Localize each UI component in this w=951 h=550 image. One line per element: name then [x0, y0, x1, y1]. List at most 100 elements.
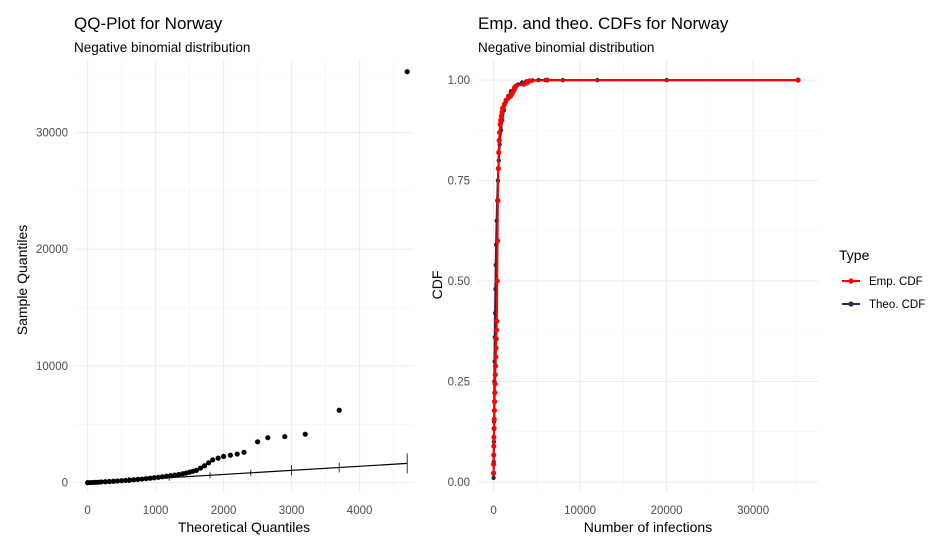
- emp-cdf-point: [494, 318, 500, 324]
- qq-point: [147, 475, 153, 481]
- emp-cdf-point: [491, 443, 497, 449]
- qq-y-tick-label: 20000: [36, 244, 68, 256]
- legend-entry: Emp. CDF: [842, 276, 923, 288]
- cdf-y-tick-label: 0.75: [448, 176, 470, 188]
- emp-cdf-point: [494, 278, 500, 284]
- emp-cdf-point: [513, 83, 519, 89]
- emp-cdf-point: [491, 461, 497, 467]
- qq-plot-x-tick-labels: 0 1000 2000 3000 4000: [84, 505, 372, 517]
- emp-cdf-point: [495, 165, 501, 172]
- qq-point: [176, 471, 182, 478]
- emp-cdf-point: [544, 77, 550, 83]
- qq-point: [163, 473, 170, 479]
- qq-x-tick-label: 0: [84, 505, 90, 517]
- qq-point: [98, 479, 104, 485]
- qq-y-tick-label: 0: [62, 478, 68, 490]
- qq-point: [197, 465, 204, 471]
- emp-cdf-line: [492, 79, 799, 474]
- cdf-y-tick-label: 0.00: [448, 477, 470, 489]
- emp-cdf-point: [492, 372, 498, 378]
- emp-cdf-point: [491, 407, 498, 414]
- emp-cdf-point: [795, 77, 801, 83]
- qq-point: [193, 467, 199, 473]
- qq-point: [110, 478, 117, 484]
- cdf-plot-x-tick-labels: 0 10000 20000 30000: [490, 505, 769, 517]
- qq-point: [123, 477, 129, 484]
- qq-point: [106, 478, 112, 485]
- legend-label: Emp. CDF: [869, 276, 923, 288]
- qq-plot-title: QQ-Plot for Norway: [74, 14, 223, 33]
- cdf-plot-y-axis-title: CDF: [429, 271, 445, 300]
- qq-point: [201, 463, 208, 469]
- qq-point: [135, 476, 141, 482]
- emp-cdf-point: [492, 381, 498, 387]
- qq-x-tick-label: 3000: [279, 505, 305, 517]
- cdf-y-tick-label: 0.50: [448, 276, 470, 288]
- emp-cdf-point: [493, 345, 499, 351]
- emp-cdf-point: [491, 452, 497, 458]
- legend-label: Theo. CDF: [869, 299, 925, 311]
- qq-point: [167, 473, 174, 479]
- qq-point: [119, 478, 125, 484]
- qq-plot-y-axis-title: Sample Quantiles: [14, 225, 30, 336]
- qq-point: [143, 476, 149, 482]
- qq-point: [282, 433, 288, 440]
- emp-cdf-point: [500, 105, 506, 111]
- cdf-plot-title: Emp. and theo. CDFs for Norway: [478, 14, 729, 33]
- qq-point: [255, 439, 261, 445]
- cdf-plot-x-axis-title: Number of infections: [584, 519, 712, 535]
- theo-cdf-series: [491, 77, 801, 481]
- qq-point: [206, 460, 212, 466]
- emp-cdf-point: [491, 434, 497, 440]
- emp-cdf-point: [497, 129, 503, 135]
- qq-point: [127, 477, 133, 483]
- qq-point: [241, 449, 247, 455]
- qq-y-tick-label: 10000: [36, 361, 68, 373]
- emp-cdf-point: [494, 238, 501, 244]
- qq-point: [131, 477, 137, 483]
- emp-cdf-point: [497, 121, 503, 127]
- emp-cdf-point: [491, 416, 497, 422]
- cdf-plot-grid: [478, 60, 818, 492]
- cdf-plot-subtitle: Negative binomial distribution: [478, 40, 654, 55]
- emp-cdf-series: [490, 77, 801, 476]
- theo-cdf-point: [491, 475, 496, 481]
- emp-cdf-point: [493, 354, 499, 360]
- legend-entries: Emp. CDF Theo. CDF: [842, 276, 925, 311]
- qq-plot-grid: [74, 60, 414, 492]
- qq-point: [102, 479, 108, 485]
- legend-key-point: [848, 278, 854, 284]
- cdf-plot-y-tick-labels: 0.00 0.25 0.50 0.75 1.00: [448, 75, 470, 489]
- emp-cdf-point: [491, 425, 497, 432]
- qq-point: [234, 451, 240, 457]
- cdf-x-tick-label: 30000: [737, 505, 769, 517]
- qq-point: [210, 457, 216, 463]
- qq-point: [302, 431, 308, 437]
- qq-plot-panel: QQ-Plot for Norway Negative binomial dis…: [14, 14, 414, 535]
- emp-cdf-point: [526, 78, 533, 84]
- qq-point: [172, 472, 178, 478]
- emp-cdf-point: [498, 117, 504, 123]
- cdf-y-tick-label: 0.25: [448, 376, 470, 388]
- emp-cdf-point: [492, 390, 498, 396]
- emp-cdf-point: [493, 327, 500, 333]
- qq-plot-y-tick-labels: 0 10000 20000 30000: [36, 127, 68, 489]
- cdf-plot-series: [490, 77, 801, 481]
- qq-point: [139, 476, 145, 482]
- qq-y-tick-label: 30000: [36, 127, 68, 139]
- qq-point: [265, 435, 271, 441]
- qq-x-tick-label: 4000: [347, 505, 373, 517]
- qq-point: [221, 453, 227, 459]
- cdf-x-tick-label: 0: [490, 505, 496, 517]
- qq-plot-x-axis-title: Theoretical Quantiles: [178, 519, 310, 535]
- cdf-x-tick-label: 10000: [564, 505, 596, 517]
- qq-point: [159, 474, 165, 480]
- qq-x-tick-label: 1000: [143, 505, 169, 517]
- qq-plot-points: [85, 69, 410, 486]
- qq-point: [151, 475, 157, 481]
- cdf-legend: Type Emp. CDF Theo. CDF: [839, 247, 925, 311]
- qq-point: [336, 407, 342, 413]
- emp-cdf-point: [499, 109, 505, 115]
- emp-cdf-point: [493, 336, 499, 342]
- emp-cdf-point: [490, 470, 497, 476]
